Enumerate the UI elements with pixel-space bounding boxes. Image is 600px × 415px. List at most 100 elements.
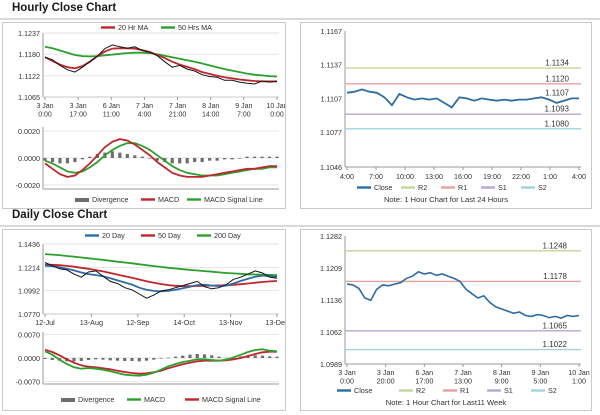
x-tick-label: 9 Jan: [532, 368, 550, 377]
divergence-bar: [260, 355, 265, 358]
macd-line: [44, 138, 277, 178]
divergence-bar: [246, 356, 250, 358]
divergence-bar: [275, 356, 279, 358]
divergence-bar: [58, 158, 62, 164]
legend-label: MACD Signal Line: [202, 395, 261, 404]
ma50-line: [44, 263, 278, 287]
y-tick-label: 1.1136: [321, 296, 342, 305]
x-tick-label: 3 Jan: [377, 368, 395, 377]
divergence-bar: [188, 354, 192, 358]
x-tick-label: 3 Jan: [36, 103, 53, 110]
y-tick-label: 1.1122: [19, 72, 40, 81]
y-tick-label: 1.1077: [320, 128, 342, 137]
hourly-support-resistance-chart: 1.1046 1.1077 1.1107 1.1137 1.1167 1.1134 1.11…: [320, 27, 586, 204]
x-tick-label: 13:00: [425, 172, 443, 181]
divergence-bar: [110, 151, 114, 158]
divergence-bar: [73, 158, 77, 163]
divergence-bar: [130, 358, 134, 361]
level-r2-label: 1.1134: [545, 59, 569, 68]
hourly-sr-panel: 1.1046 1.1077 1.1107 1.1137 1.1167 1.1134 1.11…: [300, 22, 592, 209]
legend-label: R1: [458, 183, 467, 192]
x-tick-label: 10 Jan: [568, 368, 590, 377]
divergence-bar: [65, 158, 70, 164]
legend-label: 50 Hrs MA: [178, 23, 212, 32]
divergence-bar: [224, 357, 228, 359]
divergence-bar: [140, 156, 144, 158]
x-tick-label: 7 Jan: [169, 103, 186, 110]
legend-label: Divergence: [78, 395, 114, 404]
daily-price-macd-chart: 1.0770 1.0992 1.1214 1.1436 20 Day 50 Day 200 …: [16, 231, 289, 404]
y-tick-label: 1.1107: [321, 94, 342, 103]
legend-label: 50 Day: [158, 231, 181, 240]
divergence-bar: [159, 358, 163, 359]
x-tick-label: 13-Nov: [219, 318, 243, 327]
macd-signal-line: [44, 348, 277, 375]
divergence-bar: [86, 358, 91, 360]
x-tick-label: 10 Jan: [266, 103, 285, 110]
y-tick-label: 1.1180: [19, 50, 40, 59]
divergence-bar: [94, 358, 98, 360]
x-tick-label: 22:00: [512, 172, 530, 181]
divergence-bar: [152, 358, 156, 360]
x-tick-label: 0:00: [270, 112, 284, 119]
price-line: [44, 262, 278, 299]
divergence-bar: [252, 156, 257, 158]
chart-note: Note: 1 Hour Chart for Last 24 Hours: [384, 195, 508, 204]
divergence-bar: [148, 158, 152, 159]
price-line: [44, 44, 278, 85]
y-tick-label: 1.1046: [320, 163, 342, 172]
level-r1-label: 1.1120: [545, 74, 569, 83]
x-tick-label: 13-Aug: [80, 318, 103, 327]
x-tick-label: 6 Jan: [416, 368, 434, 377]
x-tick-label: 0:00: [340, 377, 354, 386]
y-tick-label: -0.0020: [16, 181, 40, 190]
legend-label: 20 Day: [102, 231, 125, 240]
divergence-bar: [133, 155, 137, 158]
legend-label: S1: [504, 386, 513, 395]
legend-label: MACD: [158, 195, 179, 204]
legend-label: 200 Day: [214, 231, 241, 240]
divergence-bar: [200, 158, 204, 163]
divergence-bar: [118, 152, 122, 158]
level-s1-label: 1.1093: [545, 105, 570, 114]
x-tick-label: 13:00: [454, 377, 472, 386]
macd-signal-line: [44, 142, 277, 177]
divergence-bar: [185, 158, 189, 164]
divergence-bar: [72, 358, 76, 362]
divergence-bar: [230, 158, 234, 160]
close-value-label: 1.1107: [545, 88, 569, 97]
level-s2-label: 1.1080: [545, 119, 570, 128]
x-tick-label: 8 Jan: [202, 103, 219, 110]
level-s1-label: 1.1065: [543, 321, 568, 330]
x-tick-label: 3 Jan: [70, 103, 87, 110]
y-tick-label: 1.0770: [18, 310, 40, 319]
legend-label: 20 Hr MA: [118, 23, 149, 32]
divergence-bar: [178, 158, 182, 164]
x-tick-label: 17:00: [69, 112, 87, 119]
daily-support-resistance-chart: 1.0989 1.1062 1.1136 1.1209 1.1282 1.1248 1.11…: [320, 232, 590, 407]
x-tick-label: 5:00: [533, 377, 547, 386]
legend-label: MACD: [144, 395, 165, 404]
x-tick-label: 1:00: [543, 172, 557, 181]
x-tick-label: 9:00: [495, 377, 509, 386]
divergence-bar: [125, 153, 129, 158]
divergence-bar: [237, 158, 242, 159]
x-tick-label: 4:00: [572, 172, 586, 181]
divergence-bar: [253, 355, 257, 358]
divergence-bar: [195, 354, 199, 358]
x-tick-label: 3 Jan: [338, 368, 356, 377]
legend-label: R2: [416, 386, 425, 395]
legend-label: S2: [548, 386, 557, 395]
divergence-bar: [155, 158, 159, 161]
close-line: [346, 270, 580, 319]
divergence-bar: [208, 158, 212, 161]
divergence-bar: [108, 358, 112, 361]
hourly-price-macd-chart: 1.1065 1.1122 1.1180 1.1237 20 Hr MA 50 Hrs M…: [16, 23, 288, 204]
divergence-bar: [267, 156, 272, 158]
divergence-bar: [217, 356, 221, 358]
divergence-bar: [181, 355, 185, 358]
y-tick-label: 0.0000: [18, 154, 40, 163]
x-tick-label: 6 Jan: [103, 103, 120, 110]
y-tick-label: 1.1065: [18, 93, 40, 102]
hourly-section-divider: [0, 18, 600, 20]
